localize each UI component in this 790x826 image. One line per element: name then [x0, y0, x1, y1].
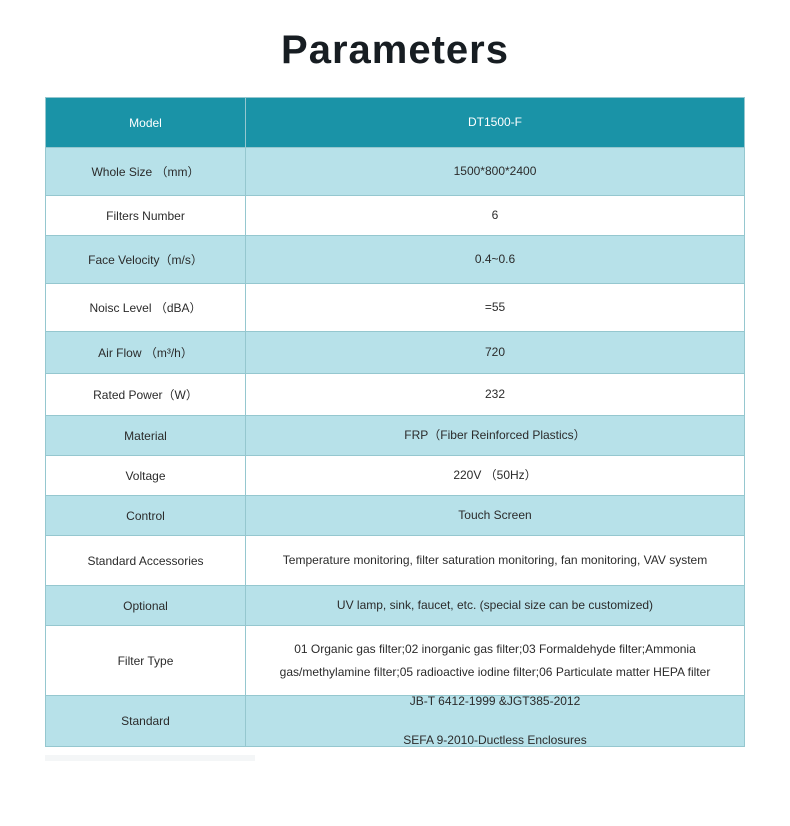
table-row: Filters Number6 [46, 196, 744, 236]
param-value: Touch Screen [246, 496, 744, 535]
param-value: FRP（Fiber Reinforced Plastics） [246, 416, 744, 455]
param-label: Face Velocity（m/s） [46, 236, 246, 283]
param-value: 232 [246, 374, 744, 415]
param-value: 01 Organic gas filter;02 inorganic gas f… [246, 626, 744, 695]
param-label: Model [46, 98, 246, 147]
parameters-table: ModelDT1500-FWhole Size （mm）1500*800*240… [45, 97, 745, 747]
param-value: 0.4~0.6 [246, 236, 744, 283]
param-value: Temperature monitoring, filter saturatio… [246, 536, 744, 585]
param-value: =55 [246, 284, 744, 331]
table-row: ControlTouch Screen [46, 496, 744, 536]
table-row: Voltage220V （50Hz） [46, 456, 744, 496]
param-value: DT1500-F [246, 98, 744, 147]
param-value: 6 [246, 196, 744, 235]
param-label: Material [46, 416, 246, 455]
table-row: Air Flow （m³/h）720 [46, 332, 744, 374]
param-label: Optional [46, 586, 246, 625]
table-row: OptionalUV lamp, sink, faucet, etc. (spe… [46, 586, 744, 626]
table-row: Standard AccessoriesTemperature monitori… [46, 536, 744, 586]
table-header-row: ModelDT1500-F [46, 98, 744, 148]
param-label: Standard [46, 696, 246, 746]
table-row: Filter Type01 Organic gas filter;02 inor… [46, 626, 744, 696]
param-label: Control [46, 496, 246, 535]
table-row: StandardJB-T 6412-1999 &JGT385-2012SEFA … [46, 696, 744, 746]
param-label: Whole Size （mm） [46, 148, 246, 195]
bottom-strip [45, 755, 745, 761]
param-value: 720 [246, 332, 744, 373]
page-container: Parameters ModelDT1500-FWhole Size （mm）1… [0, 0, 790, 761]
param-label: Standard Accessories [46, 536, 246, 585]
page-title: Parameters [0, 0, 790, 97]
table-row: Whole Size （mm）1500*800*2400 [46, 148, 744, 196]
param-value: 1500*800*2400 [246, 148, 744, 195]
param-value: JB-T 6412-1999 &JGT385-2012SEFA 9-2010-D… [246, 696, 744, 746]
table-row: Face Velocity（m/s）0.4~0.6 [46, 236, 744, 284]
param-label: Rated Power（W） [46, 374, 246, 415]
table-row: Noisc Level （dBA）=55 [46, 284, 744, 332]
param-value: 220V （50Hz） [246, 456, 744, 495]
param-label: Voltage [46, 456, 246, 495]
table-row: Rated Power（W）232 [46, 374, 744, 416]
param-value: UV lamp, sink, faucet, etc. (special siz… [246, 586, 744, 625]
param-label: Air Flow （m³/h） [46, 332, 246, 373]
param-label: Filters Number [46, 196, 246, 235]
param-label: Noisc Level （dBA） [46, 284, 246, 331]
table-row: MaterialFRP（Fiber Reinforced Plastics） [46, 416, 744, 456]
param-label: Filter Type [46, 626, 246, 695]
